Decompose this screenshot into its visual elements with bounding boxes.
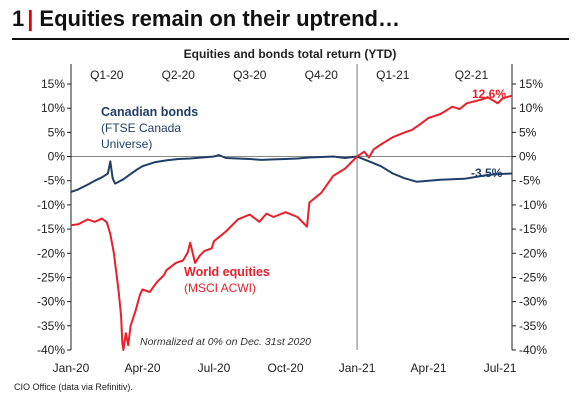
y-tick-right-label: -10%	[519, 198, 547, 212]
x-tick-label: Apr-21	[411, 361, 447, 375]
normalization-note: Normalized at 0% on Dec. 31st 2020	[140, 336, 311, 348]
y-tick-left-label: 10%	[41, 101, 65, 115]
bond-series-line	[70, 154, 513, 193]
y-tick-right-label: -30%	[519, 295, 547, 309]
y-tick-left-label: -25%	[37, 270, 65, 284]
y-tick-left-label: -35%	[37, 319, 65, 333]
quarter-label: Q2-20	[162, 68, 196, 82]
bond-legend-name: Canadian bonds	[101, 105, 198, 119]
slide-title-text: Equities remain on their uptrend…	[39, 6, 400, 31]
title-underline	[12, 38, 569, 40]
y-tick-right-label: -5%	[519, 174, 541, 188]
y-tick-right-label: -20%	[519, 246, 547, 260]
quarter-label: Q3-20	[233, 68, 267, 82]
equity-legend-name: World equities	[184, 265, 270, 279]
bond-end-label: -3.5%	[471, 166, 503, 180]
x-tick-label: Jan-20	[53, 361, 90, 375]
y-tick-left-label: 15%	[41, 77, 65, 91]
y-tick-left-label: -30%	[37, 295, 65, 309]
y-tick-right-label: 15%	[519, 77, 543, 91]
quarter-label: Q1-20	[90, 68, 124, 82]
y-tick-left-label: -15%	[37, 222, 65, 236]
x-tick-label: Jan-21	[339, 361, 376, 375]
quarter-label: Q4-20	[305, 68, 339, 82]
y-tick-left-label: -40%	[37, 343, 65, 357]
title-separator: |	[27, 6, 34, 31]
equity-end-label: 12.6%	[472, 87, 506, 101]
y-tick-left-label: -5%	[44, 174, 66, 188]
x-tick-label: Apr-20	[124, 361, 160, 375]
slide-number: 1	[12, 6, 25, 31]
bond-legend-sub1: (FTSE Canada	[101, 121, 181, 135]
bond-legend-sub2: Universe)	[101, 137, 152, 151]
y-tick-right-label: -25%	[519, 270, 547, 284]
y-tick-right-label: -40%	[519, 343, 547, 357]
y-tick-right-label: -15%	[519, 222, 547, 236]
x-tick-label: Jul-20	[198, 361, 231, 375]
x-tick-label: Oct-20	[268, 361, 304, 375]
source-note: CIO Office (data via Refinitiv).	[14, 382, 133, 392]
y-tick-left-label: -20%	[37, 246, 65, 260]
y-tick-left-label: 0%	[48, 150, 66, 164]
y-tick-right-label: 0%	[519, 150, 537, 164]
quarter-label: Q2-21	[455, 68, 489, 82]
quarter-label: Q1-21	[376, 68, 410, 82]
equity-legend-sub1: (MSCI ACWI)	[184, 281, 256, 295]
y-tick-left-label: 5%	[48, 125, 66, 139]
y-tick-right-label: -35%	[519, 319, 547, 333]
x-tick-label: Jul-21	[484, 361, 517, 375]
y-tick-right-label: 5%	[519, 125, 537, 139]
equity-series-line	[70, 94, 513, 351]
chart-title: Equities and bonds total return (YTD)	[184, 47, 397, 61]
y-tick-right-label: 10%	[519, 101, 543, 115]
y-tick-left-label: -10%	[37, 198, 65, 212]
slide-title: 1 | Equities remain on their uptrend…	[12, 4, 400, 34]
